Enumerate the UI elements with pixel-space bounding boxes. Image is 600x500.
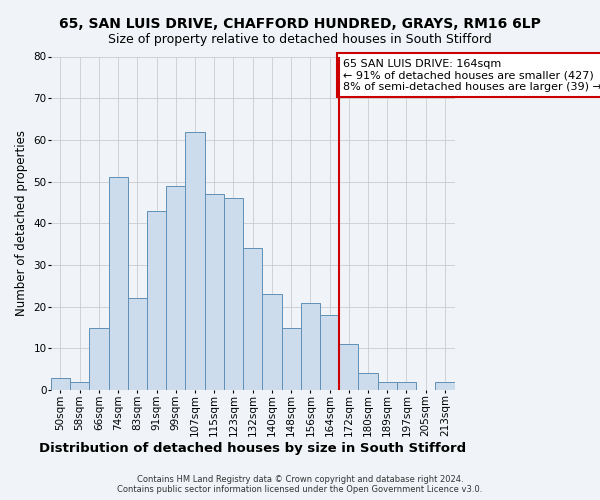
Text: Size of property relative to detached houses in South Stifford: Size of property relative to detached ho… [108, 32, 492, 46]
Bar [89, 328, 109, 390]
Text: Contains HM Land Registry data © Crown copyright and database right 2024.
Contai: Contains HM Land Registry data © Crown c… [118, 474, 482, 494]
Bar [70, 382, 89, 390]
Bar [397, 382, 416, 390]
Bar [436, 382, 455, 390]
Bar [377, 382, 397, 390]
Bar [128, 298, 147, 390]
Text: 65, SAN LUIS DRIVE, CHAFFORD HUNDRED, GRAYS, RM16 6LP: 65, SAN LUIS DRIVE, CHAFFORD HUNDRED, GR… [59, 18, 541, 32]
Bar [301, 302, 320, 390]
Bar [109, 178, 128, 390]
Bar [166, 186, 185, 390]
Bar [262, 294, 281, 390]
Bar [243, 248, 262, 390]
Bar [320, 315, 339, 390]
Bar [205, 194, 224, 390]
Bar [185, 132, 205, 390]
Bar [224, 198, 243, 390]
Bar [281, 328, 301, 390]
Text: 65 SAN LUIS DRIVE: 164sqm
← 91% of detached houses are smaller (427)
8% of semi-: 65 SAN LUIS DRIVE: 164sqm ← 91% of detac… [343, 58, 600, 92]
Bar [51, 378, 70, 390]
Bar [147, 211, 166, 390]
Bar [358, 374, 377, 390]
Y-axis label: Number of detached properties: Number of detached properties [15, 130, 28, 316]
Bar [339, 344, 358, 390]
X-axis label: Distribution of detached houses by size in South Stifford: Distribution of detached houses by size … [39, 442, 466, 455]
